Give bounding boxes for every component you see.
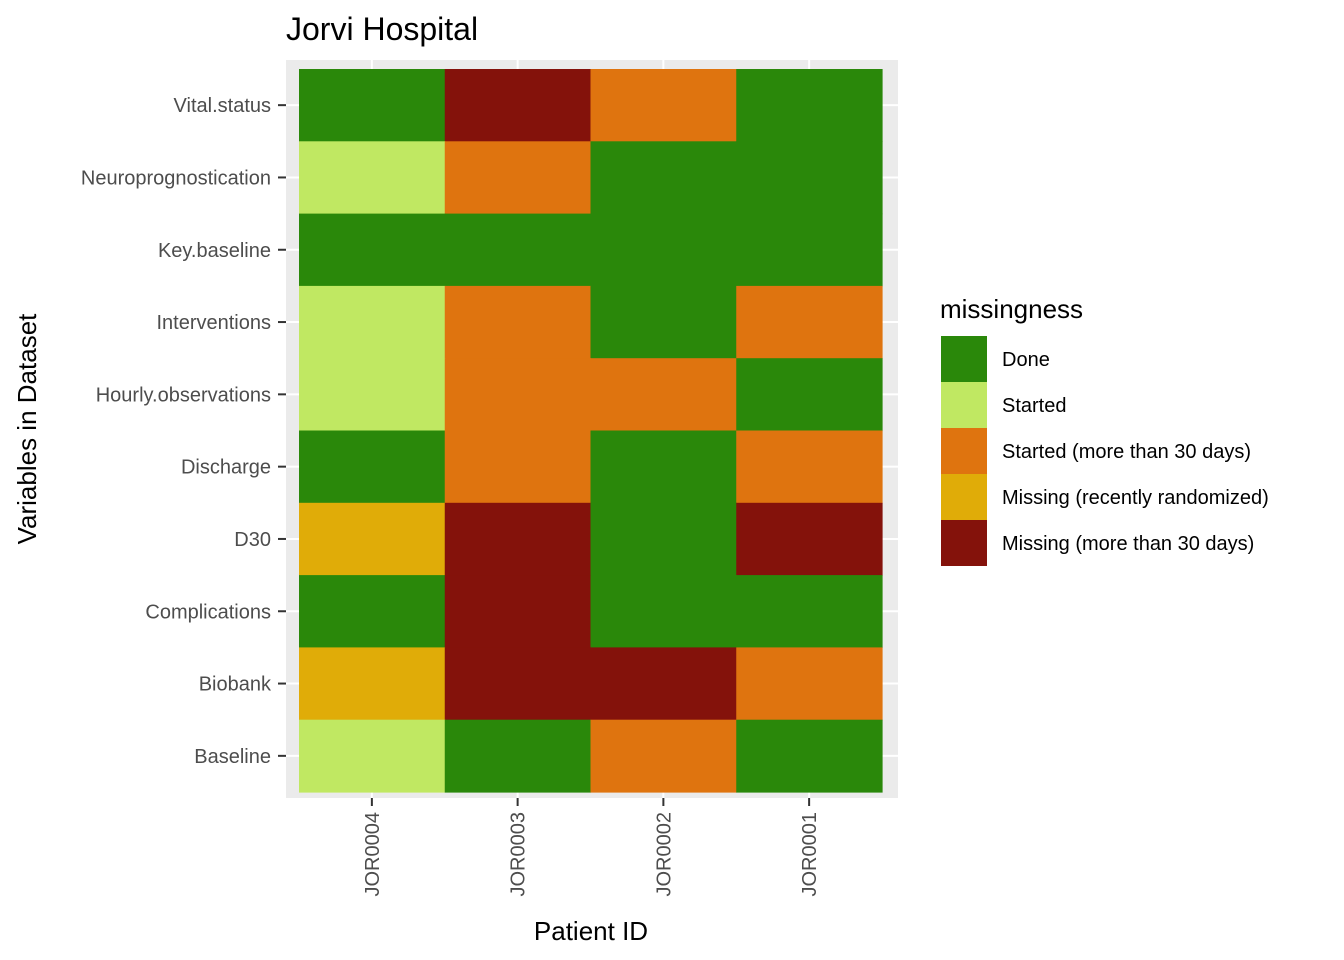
- heatmap-cells: [299, 69, 883, 793]
- heatmap-cell: [590, 647, 737, 721]
- heatmap-cell: [299, 285, 446, 359]
- heatmap-cell: [444, 285, 592, 359]
- heatmap-cell: [444, 575, 592, 648]
- heatmap-cell: [590, 141, 737, 215]
- legend-title: missingness: [940, 294, 1083, 324]
- heatmap-cell: [299, 141, 446, 215]
- heatmap-cell: [736, 285, 883, 359]
- x-axis-title: Patient ID: [534, 916, 648, 946]
- y-tick-label: Complications: [145, 601, 271, 623]
- heatmap-cell: [590, 69, 737, 142]
- y-tick-label: Key.baseline: [158, 240, 271, 262]
- legend-key: [941, 520, 987, 566]
- legend-key: [941, 428, 987, 474]
- legend-key: [941, 474, 987, 520]
- x-tick-label: JOR0004: [362, 812, 384, 897]
- heatmap-cell: [590, 719, 737, 793]
- y-tick-label: D30: [234, 529, 271, 551]
- heatmap-cell: [444, 69, 592, 142]
- legend-key: [941, 336, 987, 382]
- x-tick-label: JOR0002: [653, 812, 675, 897]
- heatmap-cell: [444, 502, 592, 576]
- legend-label: Started (more than 30 days): [1002, 441, 1251, 463]
- legend-label: Started: [1002, 395, 1066, 417]
- heatmap-cell: [299, 430, 446, 504]
- y-tick-label: Neuroprognostication: [81, 167, 271, 189]
- heatmap-cell: [590, 285, 737, 359]
- heatmap-cell: [590, 358, 737, 432]
- y-tick-label: Baseline: [194, 746, 271, 768]
- heatmap-cell: [299, 719, 446, 793]
- x-axis: JOR0004 JOR0003 JOR0002 JOR0001: [362, 798, 821, 897]
- heatmap-cell: [736, 647, 883, 721]
- heatmap-cell: [736, 358, 883, 432]
- heatmap-cell: [299, 213, 446, 287]
- heatmap-cell: [736, 502, 883, 576]
- heatmap-cell: [299, 69, 446, 142]
- x-tick-label: JOR0003: [508, 812, 530, 897]
- heatmap-cell: [590, 430, 737, 504]
- heatmap-cell: [736, 69, 883, 142]
- heatmap-cell: [299, 358, 446, 432]
- heatmap-cell: [590, 502, 737, 576]
- y-tick-label: Hourly.observations: [96, 384, 271, 406]
- heatmap-cell: [444, 430, 592, 504]
- legend: missingness Done Started Started (more tha…: [940, 294, 1269, 566]
- chart-title: Jorvi Hospital: [286, 11, 478, 47]
- heatmap-cell: [444, 213, 592, 287]
- heatmap-cell: [299, 575, 446, 648]
- heatmap-cell: [444, 141, 592, 215]
- heatmap-cell: [299, 502, 446, 576]
- heatmap-cell: [299, 647, 446, 721]
- y-tick-label: Vital.status: [174, 95, 271, 117]
- heatmap-cell: [736, 213, 883, 287]
- legend-label: Done: [1002, 349, 1050, 371]
- heatmap-cell: [444, 647, 592, 721]
- y-axis-title: Variables in Dataset: [12, 313, 42, 545]
- heatmap-cell: [590, 575, 737, 648]
- legend-key: [941, 382, 987, 428]
- legend-label: Missing (recently randomized): [1002, 487, 1269, 509]
- y-tick-label: Interventions: [156, 312, 271, 334]
- legend-label: Missing (more than 30 days): [1002, 533, 1254, 555]
- y-axis: Vital.status Neuroprognostication Key.base…: [81, 95, 286, 768]
- heatmap-cell: [736, 719, 883, 793]
- heatmap-cell: [736, 575, 883, 648]
- y-tick-label: Biobank: [199, 674, 272, 696]
- heatmap-cell: [590, 213, 737, 287]
- heatmap-cell: [444, 719, 592, 793]
- heatmap-cell: [736, 141, 883, 215]
- x-tick-label: JOR0001: [799, 812, 821, 897]
- heatmap-cell: [736, 430, 883, 504]
- y-tick-label: Discharge: [181, 457, 271, 479]
- heatmap-cell: [444, 358, 592, 432]
